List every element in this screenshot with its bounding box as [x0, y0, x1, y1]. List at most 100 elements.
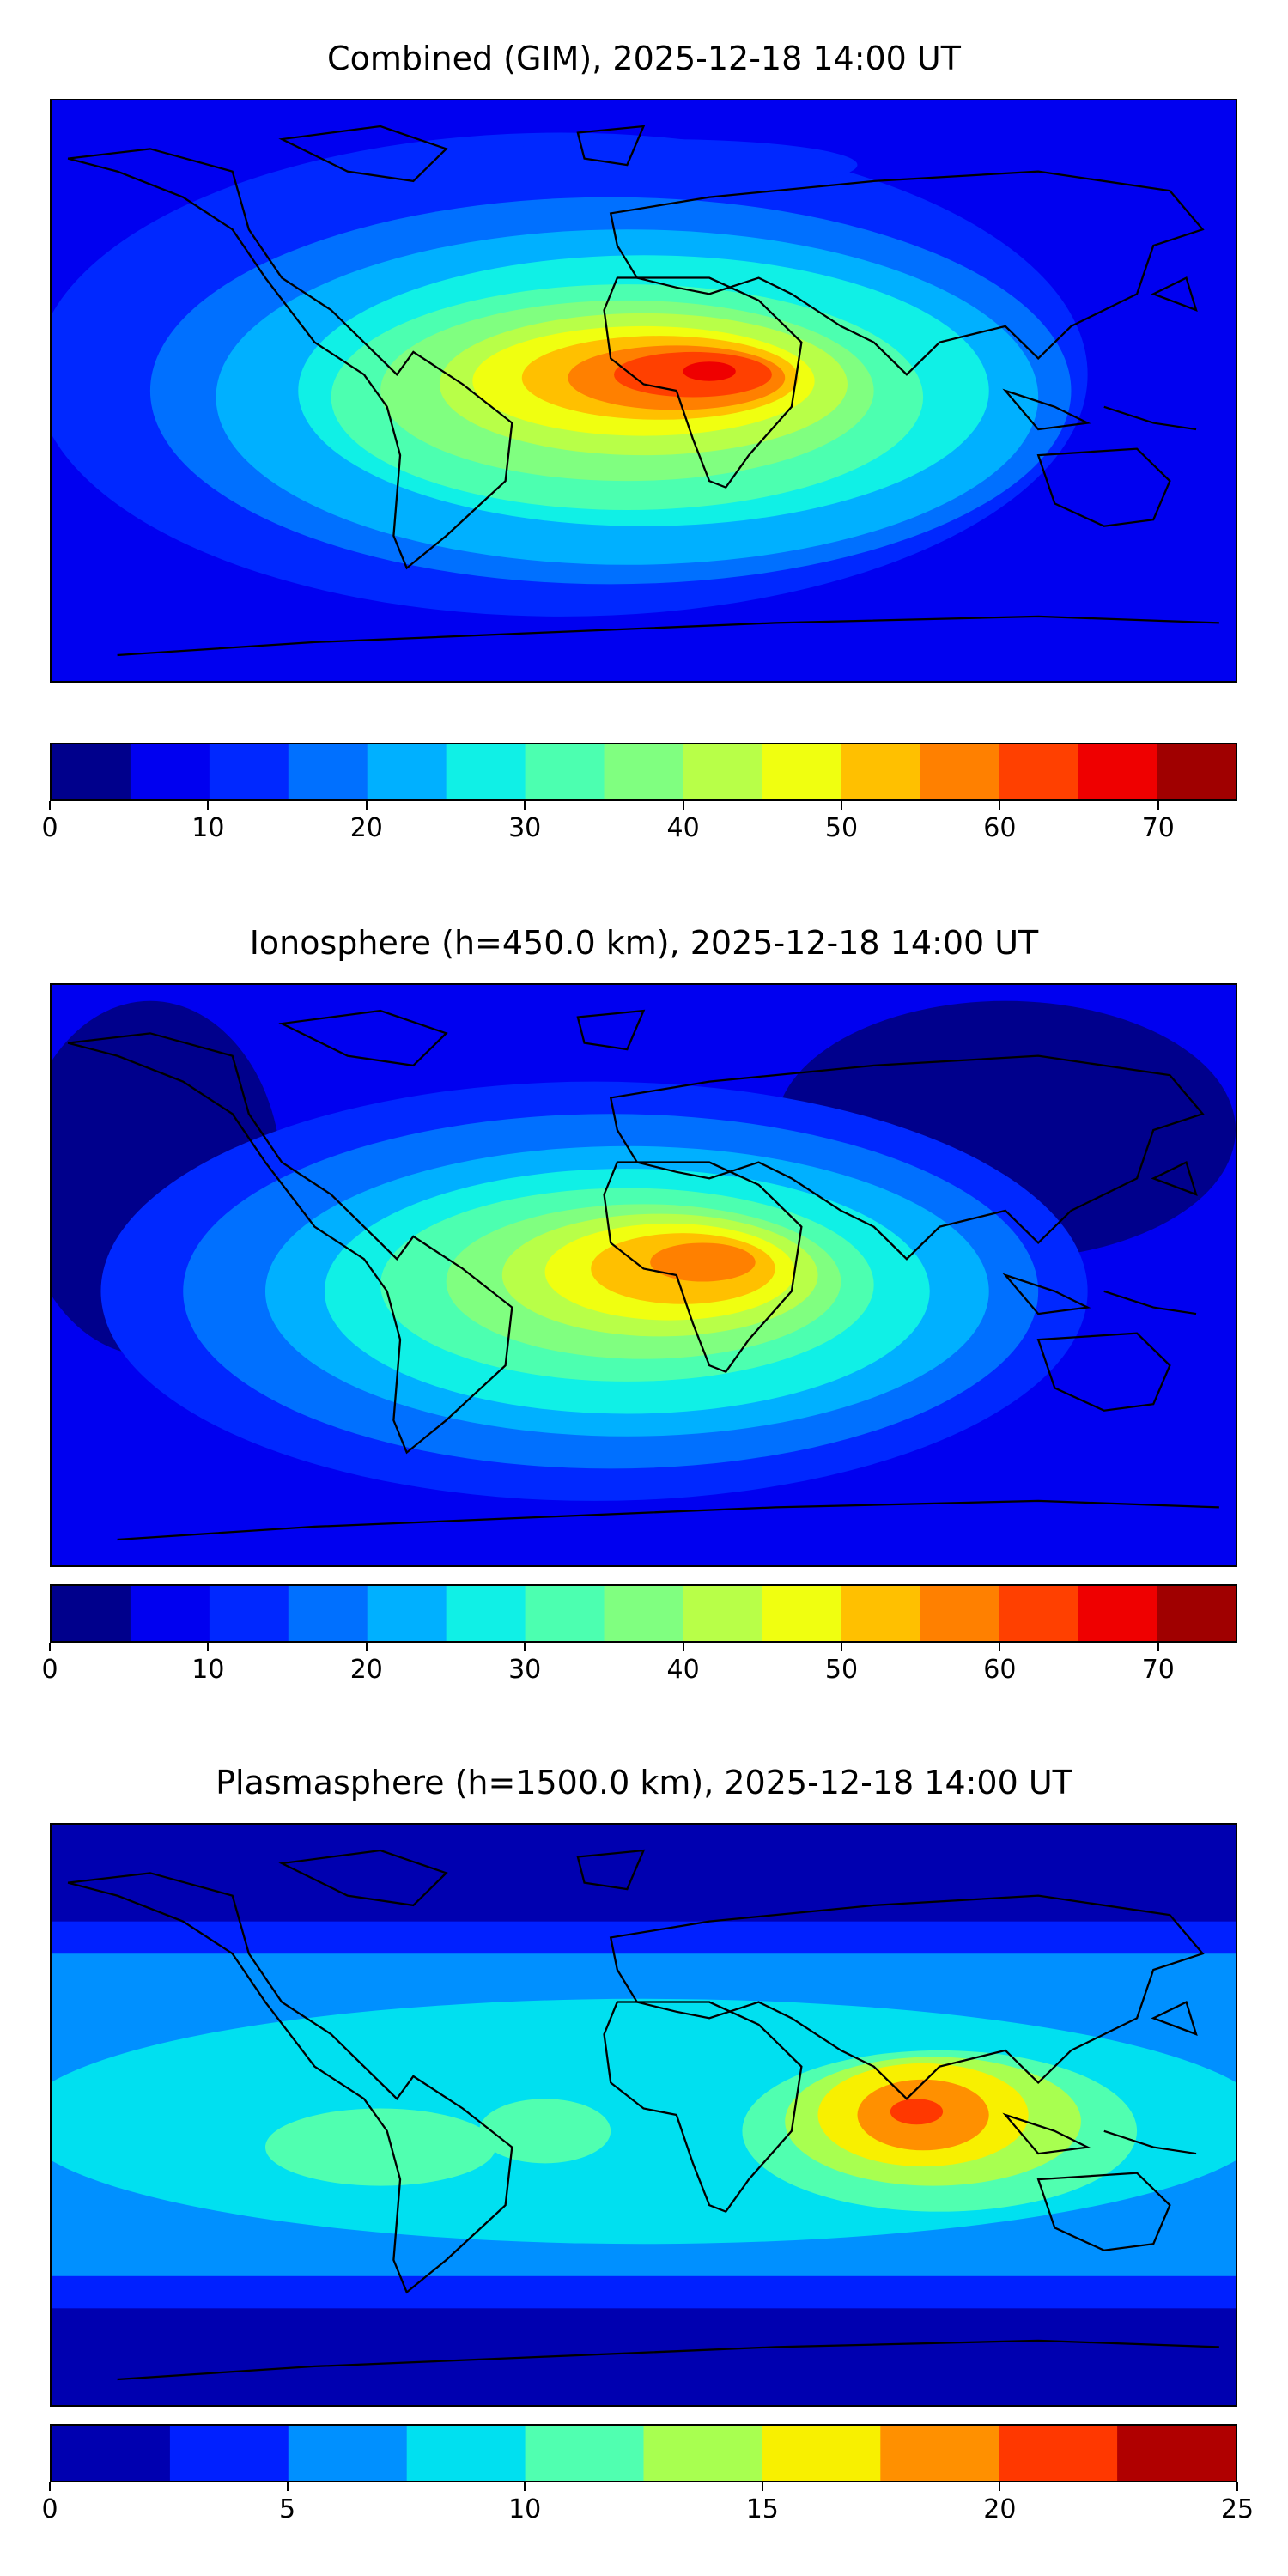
colorbar-tick-label: 15 [745, 2494, 779, 2524]
colorbar-tick-label: 20 [983, 2494, 1017, 2524]
colorbar-tick [49, 801, 51, 810]
colorbar-tick-label: 50 [824, 1655, 859, 1685]
colorbar-swatch [367, 744, 447, 799]
colorbar-tick-label: 70 [1141, 1655, 1175, 1685]
colorbar-tick-label: 40 [666, 813, 700, 843]
colorbar-swatch [288, 1586, 368, 1641]
colorbar-tick [682, 1643, 684, 1651]
colorbar-tick [49, 1643, 51, 1651]
colorbar-tick-label: 20 [349, 1655, 383, 1685]
colorbar-tick [49, 2482, 51, 2491]
colorbar-tick [524, 2482, 526, 2491]
panel-title-combined: Combined (GIM), 2025-12-18 14:00 UT [327, 39, 961, 77]
colorbar-swatch [604, 744, 684, 799]
colorbar-swatch [1078, 1586, 1157, 1641]
colorbar-swatch [604, 1586, 684, 1641]
colorbar-tick [999, 2482, 1001, 2491]
panel-title-ionosphere: Ionosphere (h=450.0 km), 2025-12-18 14:0… [249, 924, 1039, 962]
tec-map-plasmasphere [52, 1825, 1236, 2405]
map-combined [50, 99, 1237, 683]
colorbar-swatch [841, 744, 920, 799]
colorbar-swatch [130, 744, 210, 799]
colorbar-swatch [52, 2426, 171, 2481]
colorbar-swatch [525, 744, 605, 799]
colorbar-tick [1157, 1643, 1159, 1651]
colorbar-tick-label: 10 [191, 1655, 225, 1685]
colorbar-swatch [406, 2426, 526, 2481]
colorbar-ticks-plasmasphere: 0 5 10 15 20 25 [41, 2482, 1254, 2525]
colorbar-swatch [683, 1586, 763, 1641]
colorbar-tick-label: 60 [983, 1655, 1017, 1685]
colorbar-swatch [525, 2426, 645, 2481]
colorbar-swatch [525, 1586, 605, 1641]
colorbar-swatch [52, 1586, 131, 1641]
colorbar-tick-label: 25 [1220, 2494, 1255, 2524]
colorbar-swatch [446, 744, 526, 799]
colorbar-tick-label: 0 [41, 813, 58, 843]
colorbar-tick [682, 801, 684, 810]
colorbar-swatches [52, 2426, 1236, 2481]
colorbar-swatch [643, 2426, 763, 2481]
colorbar-tick [286, 2482, 289, 2491]
colorbar-swatch [762, 1586, 842, 1641]
colorbar-swatch [920, 744, 999, 799]
colorbar-swatch [841, 1586, 920, 1641]
colorbar-swatch [130, 1586, 210, 1641]
colorbar-ticks-combined: 0 10 20 30 40 50 60 70 [41, 801, 1237, 844]
coastlines [67, 125, 1219, 657]
tec-map-combined [52, 100, 1236, 681]
colorbar-tick-label: 10 [508, 2494, 542, 2524]
colorbar-tick [761, 2482, 763, 2491]
colorbar-tick [365, 801, 368, 810]
colorbar-tick [999, 1643, 1001, 1651]
colorbar-tick-label: 0 [41, 2494, 58, 2524]
colorbar-tick-label: 0 [41, 1655, 58, 1685]
colorbar-swatch [999, 744, 1078, 799]
colorbar-swatch [367, 1586, 447, 1641]
colorbar-swatches [52, 1586, 1236, 1641]
colorbar-tick [841, 801, 842, 810]
colorbar-tick [365, 1643, 368, 1651]
colorbar-tick [207, 801, 210, 810]
tec-map-ionosphere [52, 985, 1236, 1565]
colorbar-swatch [52, 744, 131, 799]
colorbar-swatch [169, 2426, 289, 2481]
coastlines [67, 1009, 1219, 1541]
colorbar-tick-label: 60 [983, 813, 1017, 843]
colorbar-tick [1157, 801, 1159, 810]
colorbar-ticks-ionosphere: 0 10 20 30 40 50 60 70 [41, 1643, 1237, 1686]
colorbar-swatch [999, 2426, 1118, 2481]
colorbar-swatch [762, 744, 842, 799]
colorbar-ionosphere [50, 1584, 1237, 1643]
colorbar-swatch [762, 2426, 881, 2481]
colorbar-tick-label: 40 [666, 1655, 700, 1685]
colorbar-swatch [1157, 1586, 1236, 1641]
colorbar-tick-label: 30 [508, 813, 542, 843]
colorbar-tick [999, 801, 1001, 810]
colorbar-swatch [999, 1586, 1078, 1641]
colorbar-tick [524, 801, 526, 810]
colorbar-swatch [209, 1586, 289, 1641]
colorbar-swatches [52, 744, 1236, 799]
colorbar-tick-label: 70 [1141, 813, 1175, 843]
colorbar-tick [524, 1643, 526, 1651]
colorbar-tick-label: 10 [191, 813, 225, 843]
colorbar-swatch [1117, 2426, 1236, 2481]
colorbar-tick-label: 30 [508, 1655, 542, 1685]
colorbar-swatch [683, 744, 763, 799]
colorbar-plasmasphere [50, 2424, 1237, 2482]
colorbar-combined [50, 743, 1237, 801]
colorbar-swatch [920, 1586, 999, 1641]
panel-title-plasmasphere: Plasmasphere (h=1500.0 km), 2025-12-18 1… [216, 1764, 1072, 1801]
colorbar-swatch [209, 744, 289, 799]
colorbar-tick-label: 20 [349, 813, 383, 843]
colorbar-tick [1236, 2482, 1238, 2491]
colorbar-tick [207, 1643, 210, 1651]
colorbar-swatch [1157, 744, 1236, 799]
colorbar-tick [841, 1643, 842, 1651]
colorbar-swatch [1078, 744, 1157, 799]
map-ionosphere [50, 983, 1237, 1567]
coastlines [67, 1849, 1219, 2381]
colorbar-swatch [288, 744, 368, 799]
